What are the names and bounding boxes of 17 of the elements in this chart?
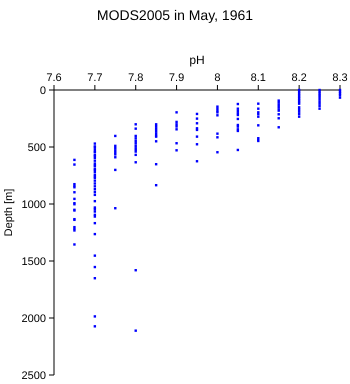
y-tick-label: 500 [28, 142, 46, 154]
x-tick-label: 7.7 [87, 72, 103, 84]
y-axis-title: Depth [m] [3, 188, 15, 236]
y-tick-label: 1000 [22, 199, 46, 211]
y-tick-label: 2000 [22, 313, 46, 325]
x-tick-label: 8.3 [332, 72, 348, 84]
chart-title: MODS2005 in May, 1961 [96, 7, 254, 23]
x-axis-title: pH [189, 53, 205, 67]
x-tick-label: 8.2 [291, 72, 307, 84]
y-tick-label: 2500 [22, 370, 46, 382]
x-tick-label: 8.1 [250, 72, 266, 84]
x-tick-label: 8 [214, 72, 220, 84]
y-tick-label: 0 [40, 85, 46, 97]
x-tick-label: 7.8 [128, 72, 144, 84]
x-tick-label: 7.6 [46, 72, 62, 84]
y-tick-label: 1500 [22, 256, 46, 268]
x-tick-label: 7.9 [168, 72, 184, 84]
